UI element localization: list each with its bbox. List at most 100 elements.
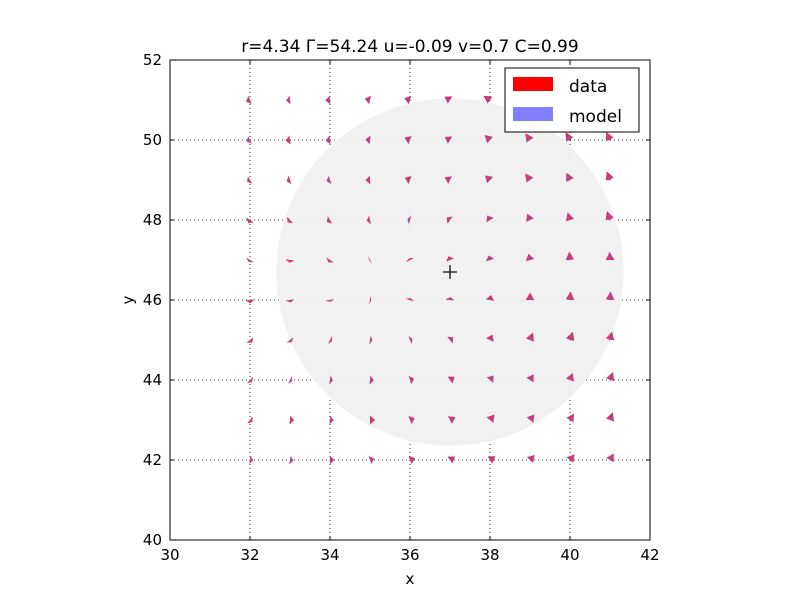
model-arrow — [408, 416, 415, 424]
model-arrow — [525, 253, 535, 261]
y-tick-label: 48 — [143, 211, 162, 229]
model-arrow — [369, 415, 375, 425]
model-arrow — [444, 136, 453, 144]
y-tick-label: 42 — [143, 451, 162, 469]
model-arrow — [405, 176, 412, 184]
model-arrow — [605, 211, 614, 221]
model-arrow — [286, 176, 292, 184]
model-arrow — [605, 291, 615, 301]
model-arrow — [487, 455, 496, 464]
model-arrow — [565, 133, 574, 143]
model-arrow — [566, 372, 574, 382]
model-arrow — [287, 376, 293, 384]
model-arrow — [447, 456, 456, 464]
model-arrow — [447, 376, 455, 384]
model-arrow — [566, 413, 574, 423]
model-arrow — [526, 414, 535, 423]
y-axis-label: y — [119, 295, 137, 304]
legend-label-data: data — [569, 77, 607, 97]
model-arrow — [566, 454, 575, 463]
model-arrow — [367, 256, 373, 264]
model-arrow — [247, 176, 253, 184]
legend-label-model: model — [569, 107, 622, 127]
model-arrow — [566, 332, 574, 342]
model-arrow — [364, 95, 371, 105]
model-arrow — [326, 176, 332, 184]
model-arrow — [486, 215, 494, 223]
model-arrow — [525, 173, 534, 183]
model-arrow — [447, 416, 455, 424]
model-arrow — [485, 295, 495, 301]
model-arrow — [369, 455, 375, 465]
model-arrow — [445, 176, 453, 184]
x-tick-label: 36 — [400, 546, 419, 564]
model-arrow — [486, 375, 494, 383]
legend-swatch-model — [513, 107, 553, 121]
model-arrow — [367, 215, 371, 225]
model-arrow — [526, 373, 534, 383]
model-arrow — [246, 95, 251, 105]
model-arrow — [406, 297, 414, 303]
model-arrow — [328, 376, 334, 384]
model-arrow — [485, 255, 495, 261]
model-arrow — [408, 456, 416, 464]
x-tick-label: 30 — [160, 546, 179, 564]
x-tick-label: 40 — [560, 546, 579, 564]
x-tick-label: 32 — [240, 546, 259, 564]
model-arrow — [404, 136, 412, 144]
model-arrow — [446, 216, 454, 223]
model-arrow — [606, 453, 614, 463]
model-arrow — [247, 376, 253, 384]
model-arrow — [365, 135, 371, 145]
y-tick-label: 46 — [143, 291, 162, 309]
model-arrow — [446, 336, 454, 343]
model-arrow — [285, 95, 291, 105]
model-arrow — [406, 257, 414, 263]
model-arrow — [327, 216, 333, 224]
model-arrow — [246, 337, 254, 343]
x-axis-label: x — [406, 570, 415, 588]
legend: data model — [504, 67, 640, 133]
model-arrow — [408, 376, 414, 384]
model-arrow — [249, 455, 254, 465]
x-tick-label: 42 — [640, 546, 659, 564]
model-arrow — [325, 95, 331, 105]
y-tick-label: 50 — [143, 131, 162, 149]
model-arrow — [246, 136, 252, 144]
vector-field — [245, 93, 615, 465]
model-arrow — [565, 252, 575, 261]
model-arrow — [526, 213, 534, 222]
model-arrow — [327, 336, 333, 344]
model-arrow — [566, 212, 574, 222]
model-arrow — [407, 216, 412, 224]
model-arrow — [606, 132, 614, 142]
y-tick-label: 40 — [143, 531, 162, 549]
model-arrow — [606, 372, 614, 382]
legend-swatch-data — [513, 77, 553, 91]
center-plus-marker — [443, 265, 457, 279]
model-arrow — [444, 96, 452, 104]
model-arrow — [369, 335, 373, 345]
model-arrow — [286, 337, 294, 343]
model-arrow — [605, 172, 614, 182]
chart-title: r=4.34 Γ=54.24 u=-0.09 v=0.7 C=0.99 — [241, 37, 578, 57]
model-arrow — [288, 416, 294, 424]
model-arrow — [526, 454, 535, 463]
model-arrow — [248, 416, 253, 424]
model-arrow — [446, 296, 454, 302]
model-arrow — [329, 455, 335, 465]
model-arrow — [606, 412, 614, 422]
model-arrow — [566, 172, 574, 182]
model-arrow — [285, 299, 295, 303]
x-tick-label: 38 — [480, 546, 499, 564]
x-tick-label: 34 — [320, 546, 339, 564]
model-arrow — [245, 299, 255, 303]
model-arrow — [565, 292, 575, 301]
y-tick-label: 44 — [143, 371, 162, 389]
model-arrow — [329, 415, 334, 425]
model-arrow — [325, 135, 331, 145]
model-arrow — [525, 293, 535, 301]
model-arrow — [446, 256, 454, 262]
model-arrow — [246, 217, 254, 223]
